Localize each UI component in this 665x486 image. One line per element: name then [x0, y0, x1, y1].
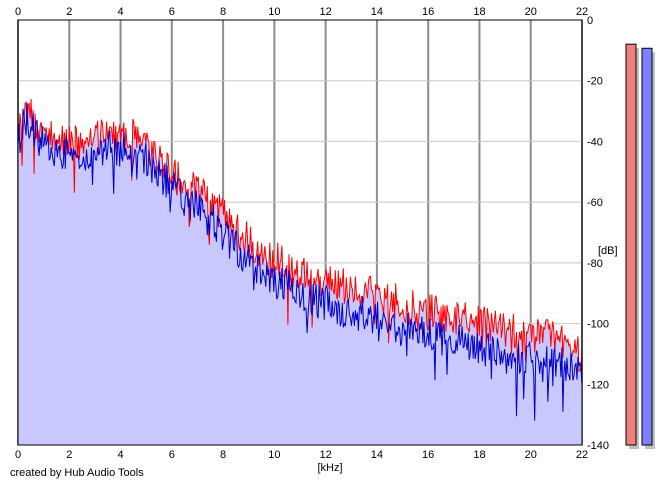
x-tick-label-top: 10	[268, 6, 280, 18]
y-tick-label: -40	[587, 136, 603, 148]
x-tick-label-bottom: 4	[117, 449, 123, 461]
spectrum-fill-area	[18, 99, 582, 445]
x-tick-label-top: 18	[473, 6, 485, 18]
y-tick-label: -140	[587, 440, 609, 452]
x-tick-label-bottom: 14	[371, 449, 383, 461]
x-tick-label-top: 0	[15, 6, 21, 18]
x-tick-label-bottom: 8	[220, 449, 226, 461]
y-tick-label: -60	[587, 197, 603, 209]
x-tick-label-bottom: 0	[15, 449, 21, 461]
x-tick-label-top: 22	[576, 6, 588, 18]
y-tick-label: -120	[587, 379, 609, 391]
x-tick-label-bottom: 2	[66, 449, 72, 461]
y-tick-label: -20	[587, 76, 603, 88]
x-tick-label-top: 20	[525, 6, 537, 18]
plot-frame	[17, 19, 583, 446]
y-axis-unit-label: [dB]	[598, 245, 618, 257]
series-line-right-channel	[17, 103, 583, 421]
y-tick-label: -80	[587, 258, 603, 270]
y-tick-label: -100	[587, 319, 609, 331]
x-axis-unit-label: [kHz]	[317, 462, 342, 474]
level-meter-left	[625, 43, 637, 446]
x-tick-label-top: 16	[422, 6, 434, 18]
x-tick-label-bottom: 18	[473, 449, 485, 461]
x-tick-label-top: 12	[320, 6, 332, 18]
x-tick-label-bottom: 6	[169, 449, 175, 461]
x-tick-label-bottom: 10	[268, 449, 280, 461]
level-meter-right	[641, 47, 653, 446]
x-tick-label-top: 14	[371, 6, 383, 18]
y-tick-label: 0	[587, 15, 593, 27]
x-tick-label-bottom: 16	[422, 449, 434, 461]
series-line-left-channel	[17, 98, 583, 373]
x-tick-label-top: 4	[117, 6, 123, 18]
x-tick-label-top: 2	[66, 6, 72, 18]
x-tick-label-bottom: 12	[320, 449, 332, 461]
x-tick-label-bottom: 20	[525, 449, 537, 461]
x-tick-label-top: 6	[169, 6, 175, 18]
credit-text: created by Hub Audio Tools	[10, 467, 144, 479]
x-tick-label-bottom: 22	[576, 449, 588, 461]
x-tick-label-top: 8	[220, 6, 226, 18]
